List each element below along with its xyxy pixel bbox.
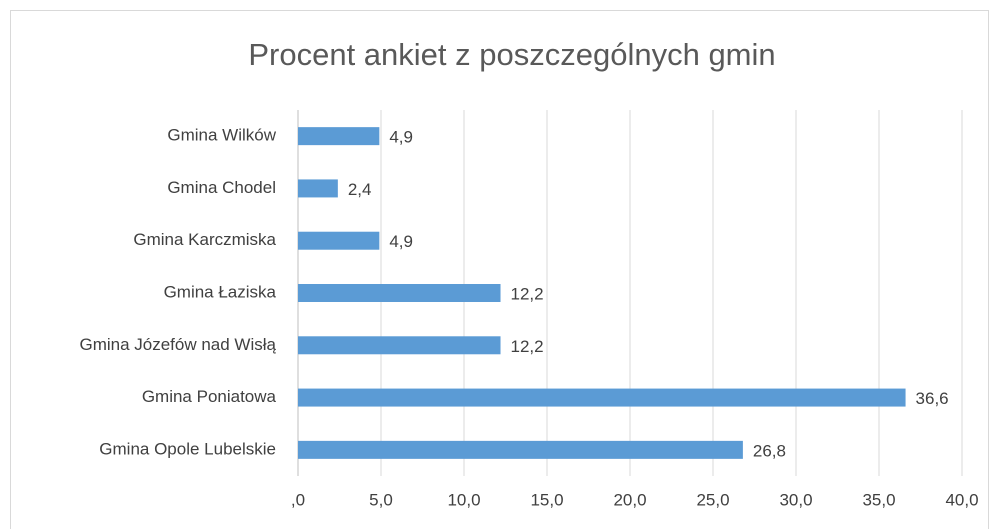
bar <box>298 231 380 250</box>
x-tick-label: 20,0 <box>613 490 646 509</box>
bar <box>298 127 380 146</box>
data-label: 12,2 <box>511 337 544 356</box>
y-tick-label: Gmina Wilków <box>167 126 276 145</box>
data-label: 12,2 <box>511 284 544 303</box>
y-tick-label: Gmina Karczmiska <box>133 230 276 249</box>
x-tick-label: 40,0 <box>945 490 978 509</box>
y-tick-label: Gmina Poniatowa <box>142 387 277 406</box>
x-tick-label: 35,0 <box>862 490 895 509</box>
x-tick-label: 15,0 <box>530 490 563 509</box>
bar <box>298 440 743 459</box>
bar <box>298 284 501 302</box>
data-label: 26,8 <box>753 441 786 460</box>
data-label: 2,4 <box>348 180 372 199</box>
bar <box>298 388 906 407</box>
x-tick-label: 5,0 <box>369 490 393 509</box>
data-label: 4,9 <box>389 128 413 147</box>
x-tick-label: 25,0 <box>696 490 729 509</box>
chart-title: Procent ankiet z poszczególnych gmin <box>248 37 775 72</box>
bar <box>298 179 338 198</box>
data-label: 4,9 <box>389 232 413 251</box>
y-tick-label: Gmina Opole Lubelskie <box>99 439 276 458</box>
data-label: 36,6 <box>916 389 949 408</box>
x-tick-label: 30,0 <box>779 490 812 509</box>
y-tick-label: Gmina Łaziska <box>164 282 277 301</box>
bar <box>298 336 501 355</box>
y-tick-label: Gmina Józefów nad Wisłą <box>79 335 276 354</box>
x-tick-label: ,0 <box>291 490 305 509</box>
x-tick-label: 10,0 <box>447 490 480 509</box>
y-tick-label: Gmina Chodel <box>167 178 276 197</box>
